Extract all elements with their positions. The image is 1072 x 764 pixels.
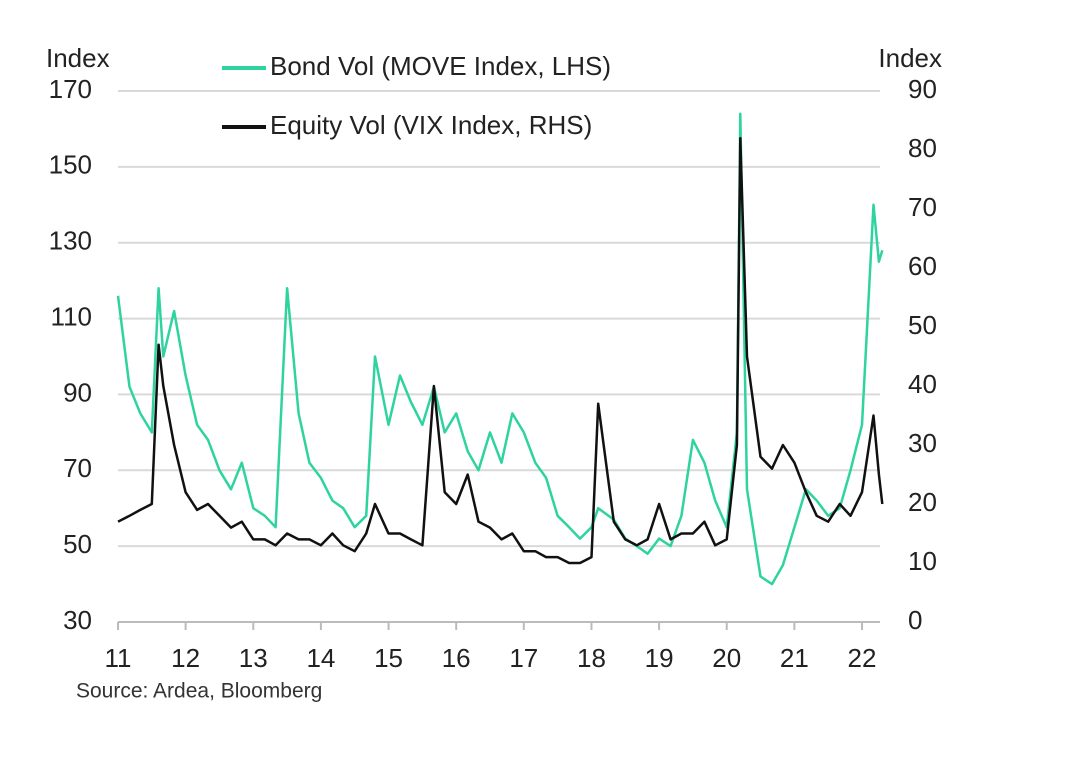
y2-axis-label: Index [878,43,942,73]
source: Source: Ardea, Bloomberg [76,680,322,703]
y2-tick-label: 20 [908,487,937,517]
x-tick-label: 18 [577,643,606,673]
x-tick-label: 22 [848,643,877,673]
series-line [117,136,884,565]
y-tick-label: 170 [49,74,92,104]
y-tick-label: 70 [63,453,92,483]
y2-tick-label: 0 [908,605,922,635]
x-tick-label: 20 [712,643,741,673]
x-tick-label: 13 [239,643,268,673]
y2-tick-label: 80 [908,133,937,163]
y-tick-label: 150 [49,150,92,180]
y-axis-label: Index [46,43,110,73]
x-tick-label: 12 [171,643,200,673]
y2-tick-label: 30 [908,428,937,458]
y-tick-label: 130 [49,226,92,256]
x-tick-label: 21 [780,643,809,673]
y2-tick-label: 50 [908,310,937,340]
y-tick-label: 110 [51,301,92,331]
x-tick-label: 15 [374,643,403,673]
y2-tick-label: 10 [908,546,937,576]
y2-tick-label: 90 [908,74,937,104]
y-tick-label: 50 [63,529,92,559]
y-tick-label: 30 [63,605,92,635]
y-tick-label: 90 [63,377,92,407]
x-tick-label: 16 [442,643,471,673]
x-tick-label: 14 [306,643,335,673]
y2-tick-label: 60 [908,251,937,281]
x-tick-label: 19 [645,643,674,673]
legend-label: Equity Vol (VIX Index, RHS) [270,110,592,140]
legend-label: Bond Vol (MOVE Index, LHS) [270,51,611,81]
y2-tick-label: 40 [908,369,937,399]
x-tick-label: 11 [105,643,132,673]
series-line [116,112,884,586]
x-tick-label: 17 [509,643,538,673]
y2-tick-label: 70 [908,192,937,222]
